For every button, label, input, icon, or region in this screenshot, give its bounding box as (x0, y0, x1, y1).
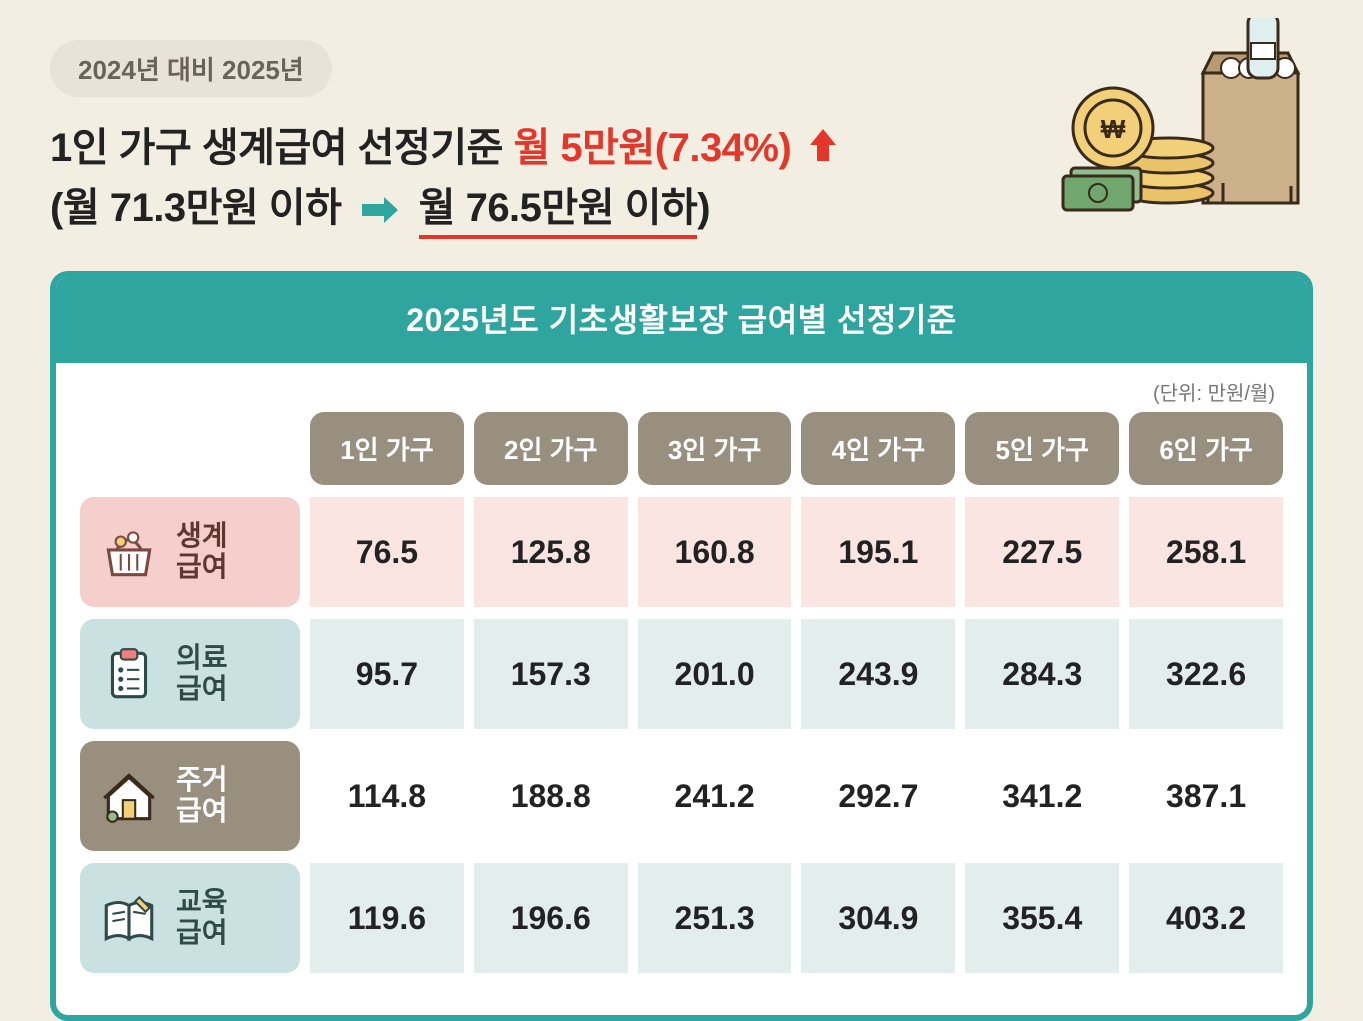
row-label-living: 생계급여 (80, 497, 300, 607)
cell: 243.9 (801, 619, 955, 729)
cell: 251.3 (638, 863, 792, 973)
book-icon (98, 887, 160, 949)
cell: 241.2 (638, 741, 792, 851)
row-label-education: 교육급여 (80, 863, 300, 973)
col-header: 5인 가구 (965, 412, 1119, 485)
headline-line1-black: 1인 가구 생계급여 선정기준 (50, 126, 514, 170)
col-header: 3인 가구 (638, 412, 792, 485)
year-comparison-badge: 2024년 대비 2025년 (50, 40, 332, 97)
cell: 95.7 (310, 619, 464, 729)
criteria-grid: 1인 가구 2인 가구 3인 가구 4인 가구 5인 가구 6인 가구 생계급여… (56, 412, 1307, 1015)
cell: 114.8 (310, 741, 464, 851)
cell: 157.3 (474, 619, 628, 729)
cell: 119.6 (310, 863, 464, 973)
cell: 387.1 (1129, 741, 1283, 851)
cell: 160.8 (638, 497, 792, 607)
grocery-illustration: ₩ (1053, 18, 1313, 218)
cell: 341.2 (965, 741, 1119, 851)
headline-line2-b: 월 76.5만원 이하 (419, 179, 698, 237)
row-label-text: 생계급여 (176, 521, 228, 583)
col-header: 1인 가구 (310, 412, 464, 485)
basket-icon (98, 521, 160, 583)
cell: 188.8 (474, 741, 628, 851)
cell: 258.1 (1129, 497, 1283, 607)
arrow-right-icon (360, 183, 400, 241)
cell: 292.7 (801, 741, 955, 851)
cell: 322.6 (1129, 619, 1283, 729)
row-label-housing: 주거급여 (80, 741, 300, 851)
cell: 125.8 (474, 497, 628, 607)
cell: 284.3 (965, 619, 1119, 729)
col-header: 6인 가구 (1129, 412, 1283, 485)
header-spacer (80, 412, 300, 476)
cell: 304.9 (801, 863, 955, 973)
cell: 355.4 (965, 863, 1119, 973)
row-label-medical: 의료급여 (80, 619, 300, 729)
col-header: 2인 가구 (474, 412, 628, 485)
arrow-up-icon (808, 121, 838, 179)
svg-text:₩: ₩ (1101, 114, 1126, 144)
row-label-text: 교육급여 (176, 887, 228, 949)
row-label-text: 의료급여 (176, 643, 228, 705)
headline-line2-c: ) (697, 186, 710, 230)
panel-title: 2025년도 기초생활보장 급여별 선정기준 (56, 277, 1307, 363)
criteria-panel: 2025년도 기초생활보장 급여별 선정기준 (단위: 만원/월) 1인 가구 … (50, 271, 1313, 1021)
cell: 195.1 (801, 497, 955, 607)
house-icon (98, 765, 160, 827)
col-header: 4인 가구 (801, 412, 955, 485)
cell: 76.5 (310, 497, 464, 607)
cell: 403.2 (1129, 863, 1283, 973)
headline-line1-red: 월 5만원(7.34%) (514, 126, 792, 170)
cell: 227.5 (965, 497, 1119, 607)
cell: 196.6 (474, 863, 628, 973)
clipboard-icon (98, 643, 160, 705)
headline-line2-a: (월 71.3만원 이하 (50, 186, 341, 230)
unit-note: (단위: 만원/월) (56, 363, 1307, 412)
cell: 201.0 (638, 619, 792, 729)
row-label-text: 주거급여 (176, 765, 228, 827)
